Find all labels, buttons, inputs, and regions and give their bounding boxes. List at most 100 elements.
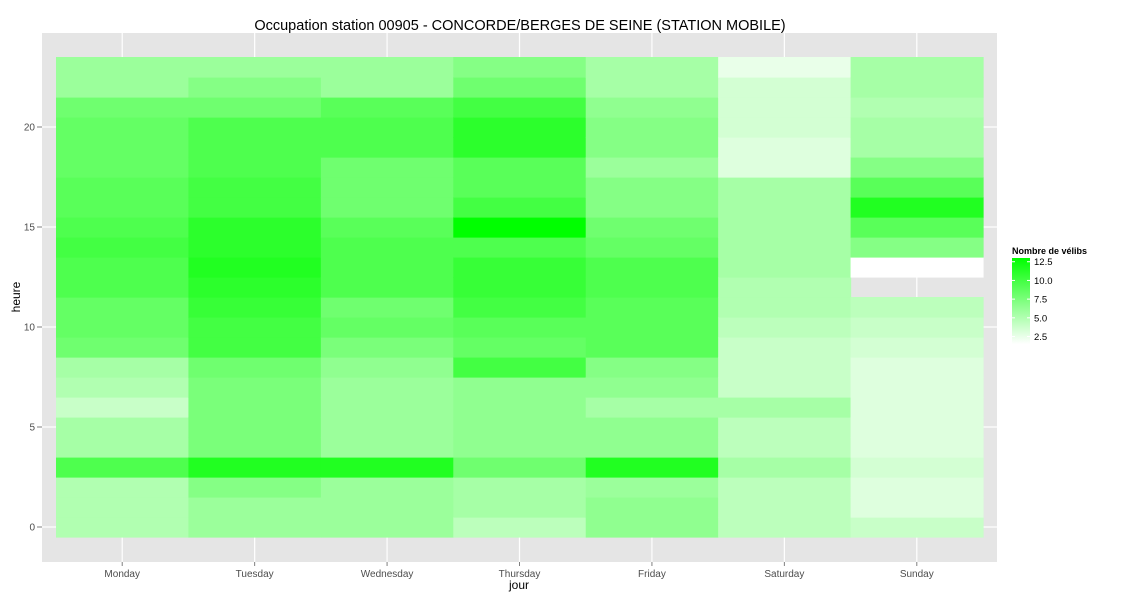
heatmap-cell <box>453 57 587 78</box>
heatmap-cell <box>850 417 984 438</box>
legend-label: 7.5 <box>1034 295 1047 306</box>
x-tick-label: Tuesday <box>236 569 274 580</box>
heatmap-cell <box>453 517 587 538</box>
heatmap-cell <box>188 297 322 318</box>
heatmap-cell <box>718 397 852 418</box>
heatmap-cell <box>56 157 190 178</box>
heatmap-cell <box>453 237 587 258</box>
heatmap-cell <box>850 117 984 138</box>
heatmap-cell <box>850 57 984 78</box>
heatmap-cell <box>585 157 719 178</box>
heatmap-cell <box>718 97 852 118</box>
heatmap-cell <box>718 297 852 318</box>
heatmap-cell <box>850 317 984 338</box>
legend-label: 5.0 <box>1034 313 1047 324</box>
heatmap-cell <box>320 217 454 238</box>
heatmap-cell <box>188 437 322 458</box>
heatmap-cell <box>320 497 454 518</box>
heatmap-cell <box>188 157 322 178</box>
heatmap-cell <box>453 97 587 118</box>
heatmap-cell <box>718 237 852 258</box>
heatmap-cell <box>585 337 719 358</box>
heatmap-cell <box>718 337 852 358</box>
heatmap-cell <box>585 437 719 458</box>
heatmap-cell <box>320 477 454 498</box>
heatmap-cell <box>585 257 719 278</box>
heatmap-cell <box>188 357 322 378</box>
heatmap-cell <box>188 197 322 218</box>
y-axis-title: heure <box>9 281 23 312</box>
heatmap-cell <box>850 457 984 478</box>
heatmap-cell <box>718 57 852 78</box>
heatmap-cell <box>56 57 190 78</box>
heatmap-cell <box>56 197 190 218</box>
heatmap-cell <box>320 357 454 378</box>
heatmap-cell <box>320 97 454 118</box>
heatmap-cell <box>188 417 322 438</box>
heatmap-cell <box>850 197 984 218</box>
heatmap-cell <box>453 297 587 318</box>
heatmap-cell <box>56 497 190 518</box>
heatmap-cell <box>585 177 719 198</box>
heatmap-cell <box>56 137 190 158</box>
heatmap-cell <box>718 517 852 538</box>
heatmap-cell <box>585 297 719 318</box>
heatmap-cell <box>850 437 984 458</box>
heatmap-cell <box>718 77 852 98</box>
heatmap-cell <box>453 497 587 518</box>
heatmap-cell <box>188 497 322 518</box>
heatmap-cell <box>850 357 984 378</box>
heatmap-cell <box>585 357 719 378</box>
heatmap-cell <box>718 117 852 138</box>
y-tick-label: 15 <box>24 223 36 234</box>
heatmap-cell <box>56 477 190 498</box>
heatmap-cell <box>320 237 454 258</box>
heatmap-cell <box>188 57 322 78</box>
heatmap-cell <box>850 337 984 358</box>
y-tick-label: 10 <box>24 323 36 334</box>
heatmap-cell <box>188 517 322 538</box>
heatmap-cell <box>585 497 719 518</box>
heatmap-cell <box>320 457 454 478</box>
x-axis-title: jour <box>508 578 529 592</box>
heatmap-cell <box>320 417 454 438</box>
y-tick-label: 0 <box>29 523 35 534</box>
heatmap-cell <box>188 177 322 198</box>
heatmap-cell <box>453 177 587 198</box>
heatmap-cell <box>320 517 454 538</box>
heatmap-cell <box>453 137 587 158</box>
legend-label: 12.5 <box>1034 257 1053 268</box>
heatmap-cell <box>585 397 719 418</box>
heatmap-cell <box>585 317 719 338</box>
heatmap-cell <box>585 517 719 538</box>
heatmap-cell <box>56 317 190 338</box>
heatmap-cell <box>188 217 322 238</box>
heatmap-cell <box>718 157 852 178</box>
heatmap-cell <box>718 277 852 298</box>
heatmap-cell <box>585 97 719 118</box>
heatmap-cell <box>188 337 322 358</box>
heatmap-cell <box>56 337 190 358</box>
heatmap-cell <box>453 377 587 398</box>
heatmap-cell <box>453 197 587 218</box>
heatmap-cell <box>188 277 322 298</box>
heatmap-cell <box>188 97 322 118</box>
heatmap-cell <box>585 197 719 218</box>
heatmap-cell <box>585 117 719 138</box>
heatmap-cell <box>56 417 190 438</box>
heatmap-cell <box>453 437 587 458</box>
heatmap-cell <box>850 137 984 158</box>
heatmap-cell <box>718 317 852 338</box>
heatmap-cell <box>453 277 587 298</box>
heatmap-cell <box>585 237 719 258</box>
heatmap-cell <box>320 57 454 78</box>
heatmap-cell <box>850 237 984 258</box>
heatmap-cell <box>188 377 322 398</box>
heatmap-cell <box>850 477 984 498</box>
heatmap-cell <box>56 277 190 298</box>
heatmap-cell <box>56 177 190 198</box>
heatmap-cell <box>453 217 587 238</box>
heatmap-cell <box>453 457 587 478</box>
